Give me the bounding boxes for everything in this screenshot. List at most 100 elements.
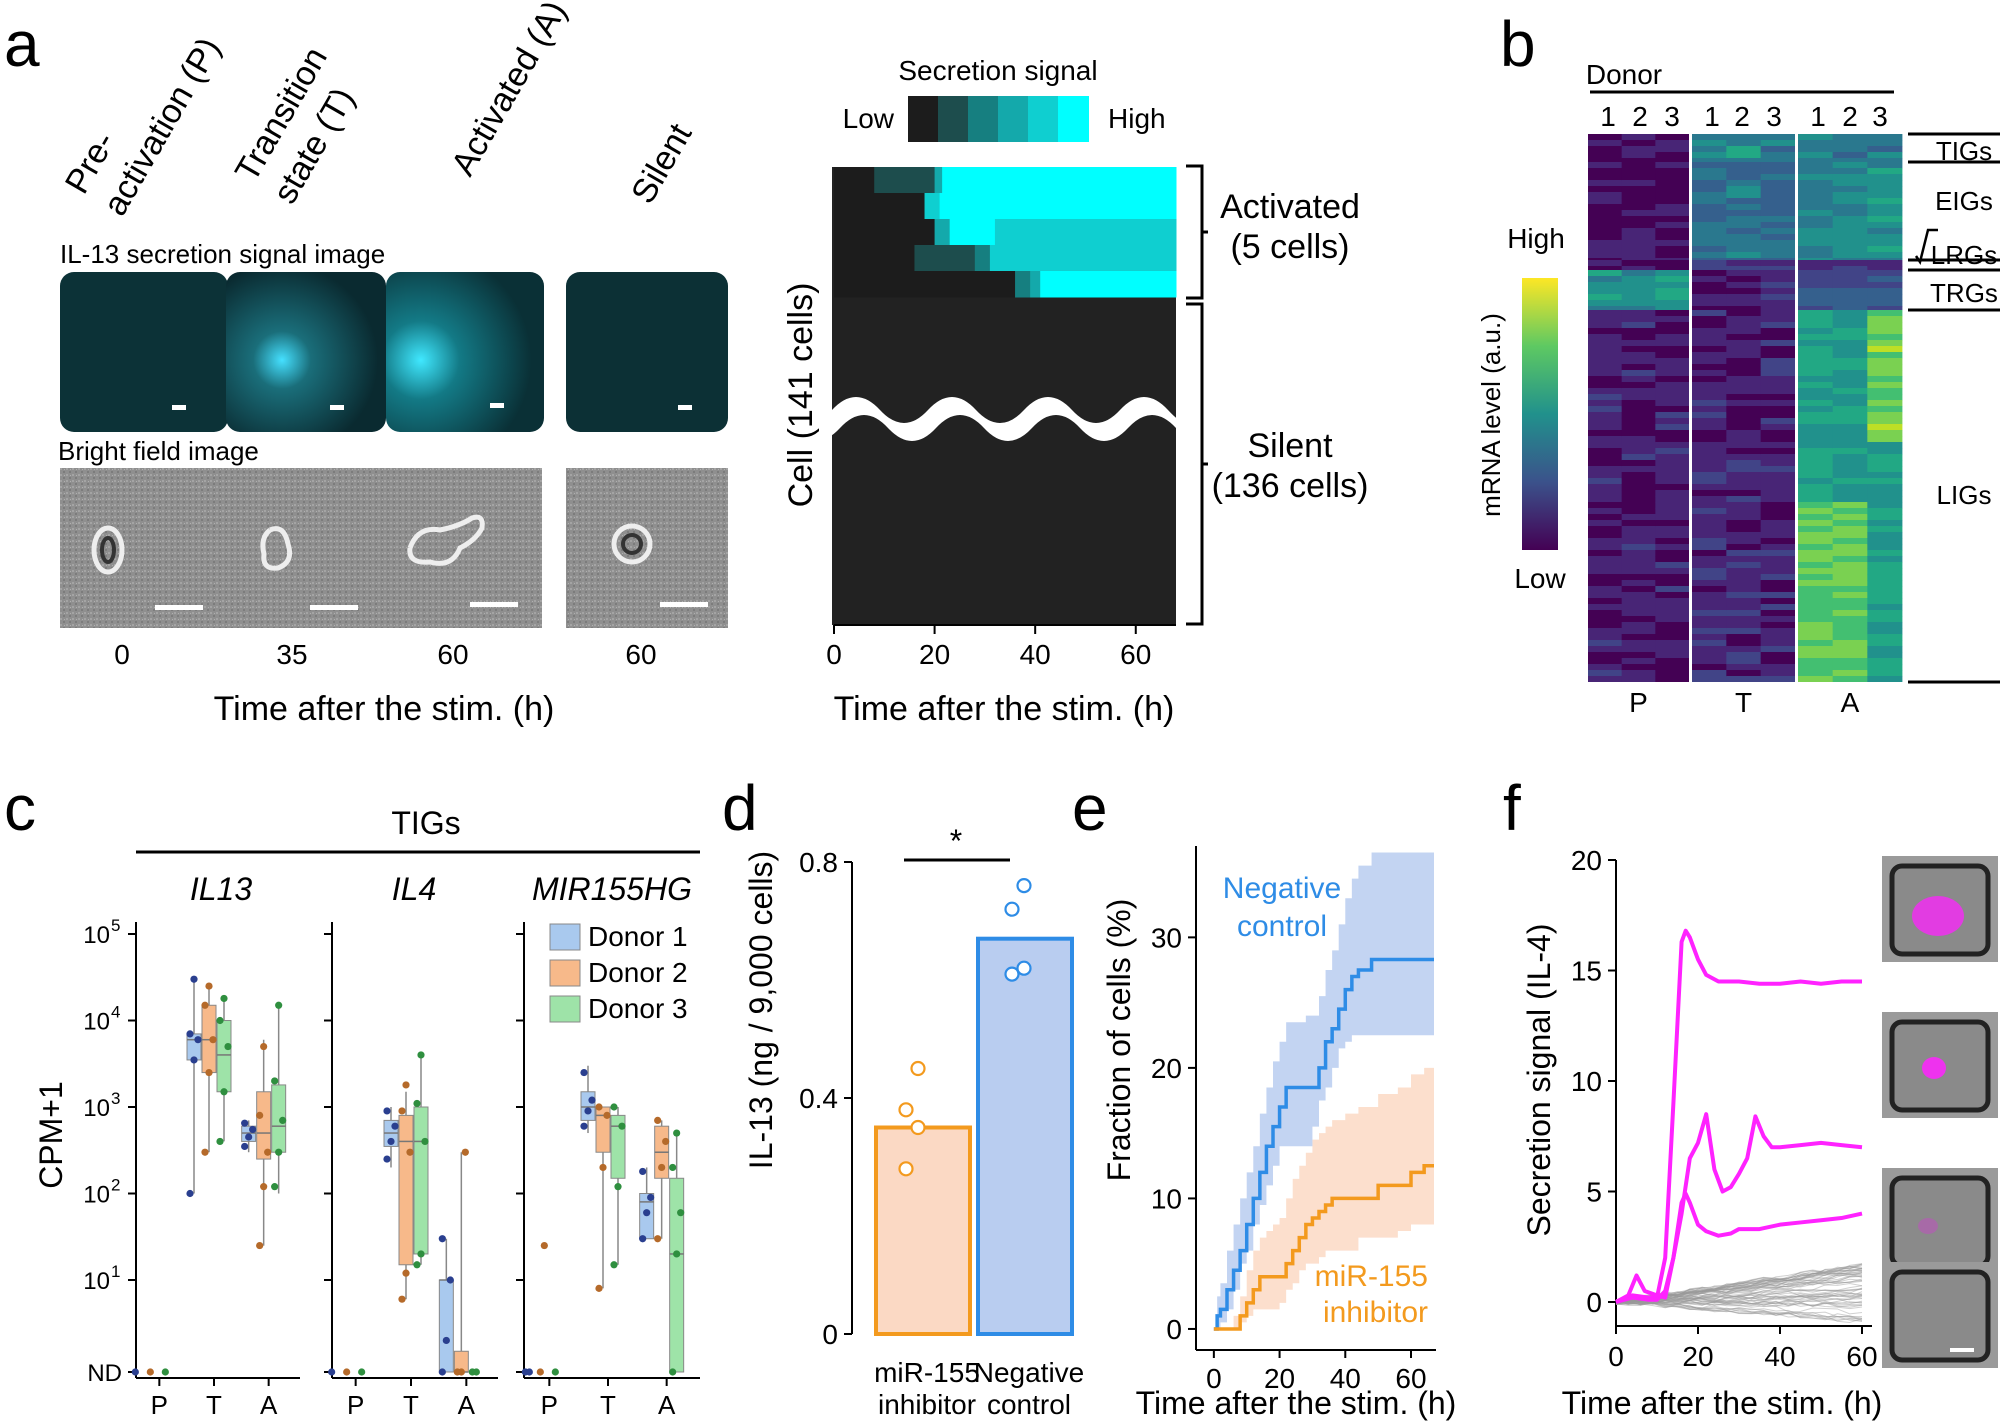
heatmap-cell [1588, 490, 1623, 497]
data-point [1004, 966, 1020, 982]
heatmap-cell [1621, 352, 1656, 359]
heatmap-cell [1798, 586, 1834, 593]
heatmap-cell [1798, 260, 1834, 267]
heatmap-cell [1726, 400, 1762, 407]
heatmap-cell [1692, 210, 1727, 217]
heatmap-cell [1867, 538, 1903, 545]
panel-f-ylabel: Secretion signal (IL-4) [1521, 923, 1557, 1236]
y-tick-exponent: 3 [111, 1089, 120, 1108]
data-point [446, 1276, 454, 1284]
heatmap-cell [1760, 158, 1796, 162]
heatmap-cell [1655, 478, 1690, 485]
heatmap-cell [1726, 502, 1762, 509]
heatmap-cell [1832, 472, 1868, 479]
heatmap-cell [1798, 270, 1834, 277]
x-tick-label: 40 [1020, 639, 1051, 670]
heatmap-cell [1867, 670, 1903, 677]
heatmap-cell [1867, 294, 1903, 301]
secretion-spot [1922, 1057, 1946, 1079]
heatmap-cell [1655, 328, 1690, 335]
heatmap-cell [1655, 198, 1690, 205]
heatmap-cell [1621, 424, 1656, 431]
heatmap-cell [1867, 276, 1903, 283]
y-tick-label: 30 [1151, 922, 1182, 953]
heatmap-cell [1655, 568, 1690, 575]
heatmap-cell [1798, 328, 1834, 335]
heatmap-cell [1655, 592, 1690, 599]
data-point [599, 1163, 607, 1172]
heatmap-cell [1760, 246, 1796, 253]
heatmap-cell [1867, 376, 1903, 383]
heatmap-cell [1867, 204, 1903, 211]
heatmap-cell [1621, 490, 1656, 497]
heatmap-cell [1760, 376, 1796, 383]
heatmap-cell [1588, 514, 1623, 521]
heatmap-cell [1692, 610, 1727, 617]
secretion-image-p [60, 272, 228, 432]
heatmap-cell [1798, 288, 1834, 295]
secretion-image-a [386, 272, 544, 432]
heatmap-cell [1867, 610, 1903, 617]
time-label: 60 [437, 639, 468, 670]
heatmap-cell [1692, 466, 1727, 473]
data-point [146, 1368, 154, 1376]
data-point [402, 1081, 410, 1089]
state-label-line: Silent [624, 117, 700, 210]
heatmap-cell [1798, 152, 1834, 159]
heatmap-cell [1588, 460, 1623, 467]
heatmap-cell [1832, 162, 1868, 169]
heatmap-cell [1588, 152, 1623, 159]
data-point [898, 1161, 914, 1177]
bar [874, 1125, 972, 1336]
heatmap-cell [1798, 282, 1834, 289]
panel-e-ylabel: Fraction of cells (%) [1101, 899, 1137, 1182]
x-tick-label: A [658, 1390, 676, 1420]
heatmap-cell [1588, 454, 1623, 461]
heatmap-cell [1588, 246, 1623, 253]
heatmap-cell [1832, 592, 1868, 599]
heatmap-cell [1588, 508, 1623, 515]
heatmap-cell [1655, 418, 1690, 425]
heatmap-cell [1621, 580, 1656, 587]
heatmap-cell [1760, 198, 1796, 205]
heatmap-cell [1655, 234, 1690, 241]
heatmap-cell [1588, 258, 1623, 260]
heatmap-cell [1621, 646, 1656, 653]
raster-cell-segment [1030, 271, 1041, 298]
heatmap-cell [1726, 258, 1762, 260]
heatmap-cell [1726, 162, 1762, 169]
data-point [220, 1088, 228, 1096]
heatmap-cell [1760, 300, 1796, 307]
heatmap-cell [1588, 270, 1623, 277]
heatmap-cell [1621, 282, 1656, 289]
heatmap-cell [1655, 610, 1690, 617]
data-point [224, 1042, 232, 1051]
heatmap-cell [1692, 562, 1727, 569]
heatmap-cell [1655, 334, 1690, 341]
heatmap-cell [1726, 466, 1762, 473]
heatmap-cell [1655, 340, 1690, 347]
heatmap-cell [1832, 634, 1868, 641]
panel-letter-b: b [1500, 8, 1536, 80]
heatmap-cell [1655, 174, 1690, 181]
heatmap-cell [1655, 424, 1690, 431]
heatmap-cell [1692, 538, 1727, 545]
heatmap-cell [1588, 442, 1623, 449]
heatmap-cell [1726, 598, 1762, 605]
heatmap-cell [1760, 394, 1796, 401]
heatmap-cell [1867, 282, 1903, 289]
heatmap-cell [1867, 466, 1903, 473]
heatmap-cell [1692, 616, 1727, 623]
heatmap-cell [1588, 310, 1623, 317]
silent-cell-trace [1615, 1302, 1863, 1319]
colorbar-step [1028, 96, 1059, 142]
heatmap-cell [1867, 186, 1903, 193]
heatmap-cell [1692, 310, 1727, 317]
heatmap-cell [1726, 222, 1762, 229]
axis-break [792, 397, 1192, 441]
heatmap-cell [1621, 574, 1656, 581]
heatmap-cell [1655, 246, 1690, 253]
heatmap-cell [1867, 240, 1903, 247]
heatmap-cell [1588, 352, 1623, 359]
heatmap-cell [1760, 514, 1796, 521]
